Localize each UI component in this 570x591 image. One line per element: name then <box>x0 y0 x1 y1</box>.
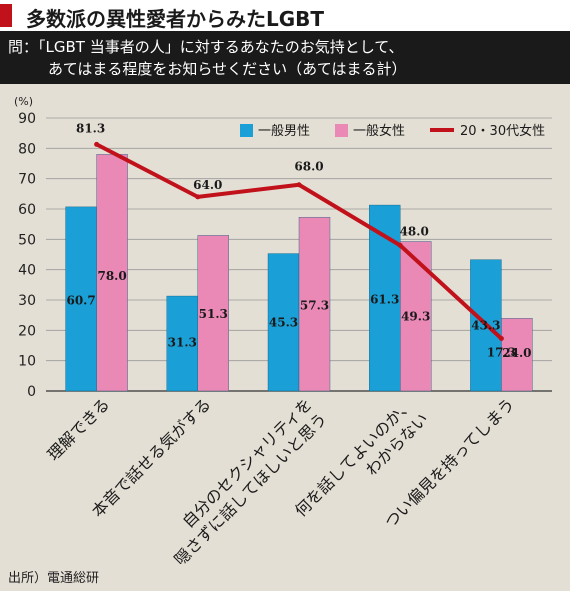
question-banner: 問：「LGBT 当事者の人」に対するあなたのお気持として、 あてはまる程度をお知… <box>0 31 570 84</box>
bar <box>400 241 432 392</box>
y-axis-unit-label: (%) <box>14 95 33 108</box>
line-value-label: 81.3 <box>76 121 105 135</box>
bar <box>501 317 533 392</box>
line-point <box>498 336 504 342</box>
question-line-2: あてはまる程度をお知らせください（あてはまる計） <box>48 60 407 78</box>
bar-value-label: 24.0 <box>502 346 531 360</box>
bar-value-label: 43.3 <box>471 318 500 332</box>
bar-value-label: 49.3 <box>401 310 430 324</box>
legend-label: 20・30代女性 <box>460 123 545 139</box>
bar <box>298 216 331 392</box>
title-accent-bar <box>0 4 12 27</box>
chart-panel: (%) 0 10 20 30 40 50 60 70 80 90 60.7 31.3 45.3 61.3 43… <box>0 84 570 591</box>
bar <box>166 295 199 392</box>
y-tick-label: 30 <box>18 293 36 309</box>
y-tick-label: 20 <box>18 323 36 339</box>
bar <box>267 253 300 392</box>
y-tick-label: 90 <box>18 111 36 127</box>
bar-value-label: 57.3 <box>300 298 329 312</box>
line-point <box>397 242 403 248</box>
source-note: 出所）電通総研 <box>8 571 100 586</box>
y-tick-label: 80 <box>18 141 36 157</box>
bar <box>65 206 97 392</box>
bar-value-label: 60.7 <box>66 293 95 307</box>
y-tick-label: 70 <box>18 172 36 188</box>
x-category-label: 理解できる <box>44 394 114 464</box>
y-tick-label: 0 <box>27 384 36 400</box>
line-point <box>195 194 201 200</box>
header: 多数派の異性愛者からみたLGBT <box>0 0 570 31</box>
line-point <box>296 182 302 188</box>
y-tick-label: 10 <box>18 354 36 370</box>
bar-line-chart: (%) 0 10 20 30 40 50 60 70 80 90 60.7 31.3 45.3 61.3 43… <box>14 95 552 564</box>
line-value-label: 68.0 <box>294 160 323 174</box>
legend-swatch <box>335 124 348 137</box>
legend-label: 一般女性 <box>353 123 405 139</box>
bar-value-label: 78.0 <box>97 269 126 283</box>
y-tick-label: 60 <box>18 202 36 218</box>
y-tick-label: 40 <box>18 263 36 279</box>
bar-value-label: 51.3 <box>199 307 228 321</box>
bar-value-label: 61.3 <box>370 293 399 307</box>
line-value-label: 64.0 <box>193 178 222 192</box>
legend-swatch <box>240 124 253 137</box>
bar <box>96 154 128 392</box>
line-point <box>94 141 100 147</box>
legend-label: 一般男性 <box>258 123 310 139</box>
bar-value-label: 45.3 <box>269 315 298 329</box>
bar-value-label: 31.3 <box>168 335 197 349</box>
bar <box>197 235 230 392</box>
line-value-label: 48.0 <box>400 224 429 238</box>
line-value-label: 17.3 <box>487 346 516 360</box>
page-title: 多数派の異性愛者からみたLGBT <box>26 7 325 31</box>
y-tick-label: 50 <box>18 232 36 248</box>
question-line-1: 問：「LGBT 当事者の人」に対するあなたのお気持として、 <box>8 38 404 56</box>
x-category-label: 隠さずに話してほしいと思う <box>170 409 330 564</box>
